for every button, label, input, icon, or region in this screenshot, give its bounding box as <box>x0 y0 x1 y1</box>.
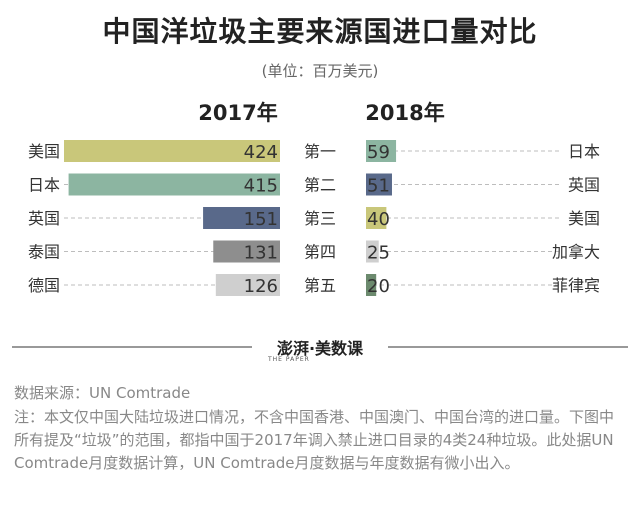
country-label-2018: 加拿大 <box>552 243 600 262</box>
brand-sub: THE PAPER <box>268 356 310 363</box>
country-label-2018: 菲律宾 <box>552 276 600 295</box>
bar-2018 <box>366 173 392 196</box>
bar-2017 <box>203 207 280 229</box>
country-label-2017: 日本 <box>28 176 60 195</box>
bar-2017 <box>215 274 280 296</box>
value-label-2018: 25 <box>367 243 390 264</box>
bar-2018 <box>366 207 387 229</box>
brand-logo: 澎湃·美数课 THE PAPER <box>252 333 388 363</box>
value-label-2018: 59 <box>367 142 390 163</box>
value-label-2018: 20 <box>367 276 390 297</box>
bar-2017 <box>64 140 280 162</box>
value-label-2018: 51 <box>367 176 390 197</box>
brand-name: 澎湃·美数课 <box>276 339 364 358</box>
country-label-2017: 德国 <box>28 276 60 295</box>
bar-2017 <box>213 240 280 263</box>
country-label-2017: 英国 <box>28 209 60 228</box>
footnote: 注：本文仅中国大陆垃圾进口情况，不含中国香港、中国澳门、中国台湾的进口量。下图中… <box>14 408 615 472</box>
country-label-2017: 泰国 <box>28 243 60 262</box>
value-label-2018: 40 <box>367 209 390 230</box>
country-label-2018: 日本 <box>568 142 600 161</box>
country-label-2018: 英国 <box>568 176 600 195</box>
rank-label: 第五 <box>304 276 336 295</box>
bar-2018 <box>366 240 379 263</box>
year-2018-header: 2018年 <box>365 101 444 125</box>
data-source: 数据来源：UN Comtrade <box>14 384 191 402</box>
rank-label: 第四 <box>304 243 336 262</box>
rank-label: 第一 <box>304 142 336 161</box>
rank-label: 第三 <box>304 209 336 228</box>
country-label-2018: 美国 <box>568 209 600 228</box>
value-label-2017: 415 <box>244 176 278 197</box>
bar-2017 <box>68 173 281 196</box>
bar-2018 <box>366 274 377 296</box>
value-label-2017: 131 <box>244 243 278 264</box>
rank-label: 第二 <box>304 176 336 195</box>
bar-2018 <box>366 140 397 162</box>
country-label-2017: 美国 <box>28 142 60 161</box>
unit-label: (单位：百万美元) <box>261 62 379 80</box>
value-label-2017: 126 <box>244 276 278 297</box>
value-label-2017: 424 <box>244 142 278 163</box>
year-2017-header: 2017年 <box>198 101 277 125</box>
chart-title: 中国洋垃圾主要来源国进口量对比 <box>102 15 538 48</box>
value-label-2017: 151 <box>244 209 278 230</box>
